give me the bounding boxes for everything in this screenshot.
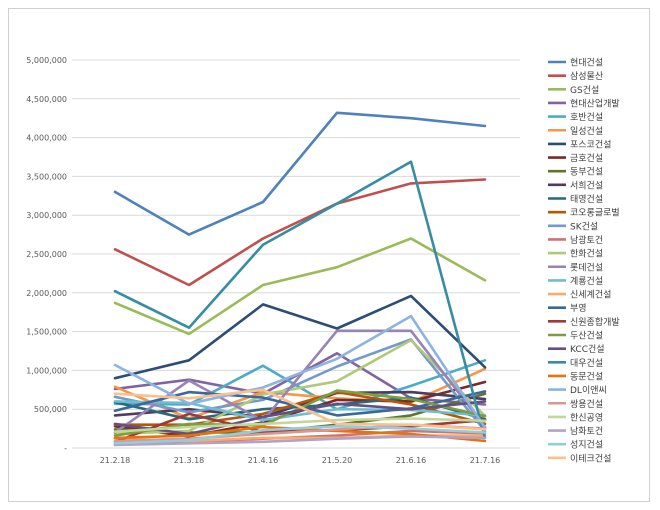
y-tick-label: 2,000,000 [26,289,67,298]
x-tick-label: 21.7.16 [470,456,501,465]
legend-label: 쌍용건설 [570,399,603,410]
legend-label: 서희건설 [570,179,603,191]
series-lines [113,111,487,447]
legend-label: 신세계건설 [570,289,611,301]
legend-label: 대우건설 [570,358,603,369]
y-tick-label: 3,000,000 [26,211,67,220]
y-axis-ticks: - 500,000 1,000,000 1,500,000 2,000,000 2,500… [26,56,67,453]
series-line-23 [113,160,487,440]
y-tick-label: - [64,444,67,453]
legend-label: 남화토건 [570,426,603,437]
legend-label: 삼성물산 [570,71,603,82]
y-tick-label: 500,000 [34,405,67,414]
y-tick-label: 5,000,000 [26,56,67,65]
legend-label: 부영 [570,303,587,314]
legend-label: 롯데건설 [570,262,603,273]
x-tick-label: 21.5.20 [322,456,353,465]
series-line-28 [113,435,487,447]
legend-label: 호반건설 [570,112,603,123]
x-axis-ticks: 21.2.18 21.3.18 21.4.16 21.5.20 21.6.16 21.7.… [100,456,501,465]
series-line-22 [113,400,487,436]
series-line-2 [113,178,487,287]
series-line-30 [113,388,487,431]
series-line-1 [113,111,487,236]
legend-label: 신원종합개발 [570,317,620,328]
x-tick-label: 21.2.18 [100,456,131,465]
legend-label: 동부건설 [570,167,603,178]
series-line-3 [113,237,487,336]
legend-label: 이테크건설 [570,453,611,464]
legend-label: KCC건설 [570,344,605,355]
legend-label: 금호건설 [570,153,603,164]
series-line-6 [113,367,487,420]
legend-label: 현대건설 [570,58,603,69]
series-line-7 [113,294,487,380]
legend-label: 한화건설 [570,249,603,260]
y-tick-label: 1,500,000 [26,328,67,337]
x-tick-label: 21.4.16 [248,456,279,465]
y-tick-label: 4,000,000 [26,134,67,143]
series-line-17 [113,400,487,422]
series-line-29 [113,424,487,445]
series-line-27 [113,417,487,434]
y-tick-label: 3,500,000 [26,172,67,181]
legend-label: 남광토건 [570,234,603,246]
series-line-16 [113,329,487,434]
series-line-13 [113,338,487,433]
legend-label: 포스코건설 [570,139,611,150]
legend-label: SK건설 [570,221,598,232]
legend-label: 두산건설 [570,331,603,342]
legend-label: DL이앤씨 [570,385,607,396]
legend-label: 현대산업개발 [570,98,620,109]
y-tick-label: 2,500,000 [26,250,67,259]
legend-label: 성지건설 [570,440,603,451]
legend-label: 코오롱글로벌 [570,208,620,219]
x-tick-label: 21.3.18 [174,456,205,465]
legend-label: 일성건설 [570,126,603,137]
legend-label: 한신공영 [570,412,603,423]
legend-label: 계룡건설 [570,275,603,287]
y-tick-label: 4,500,000 [26,95,67,104]
legend-label: 태영건설 [570,194,603,205]
y-tick-label: 1,000,000 [26,366,67,375]
x-tick-label: 21.6.16 [396,456,427,465]
legend-label: 동문건설 [570,371,603,382]
legend-label: GS건설 [570,85,599,96]
